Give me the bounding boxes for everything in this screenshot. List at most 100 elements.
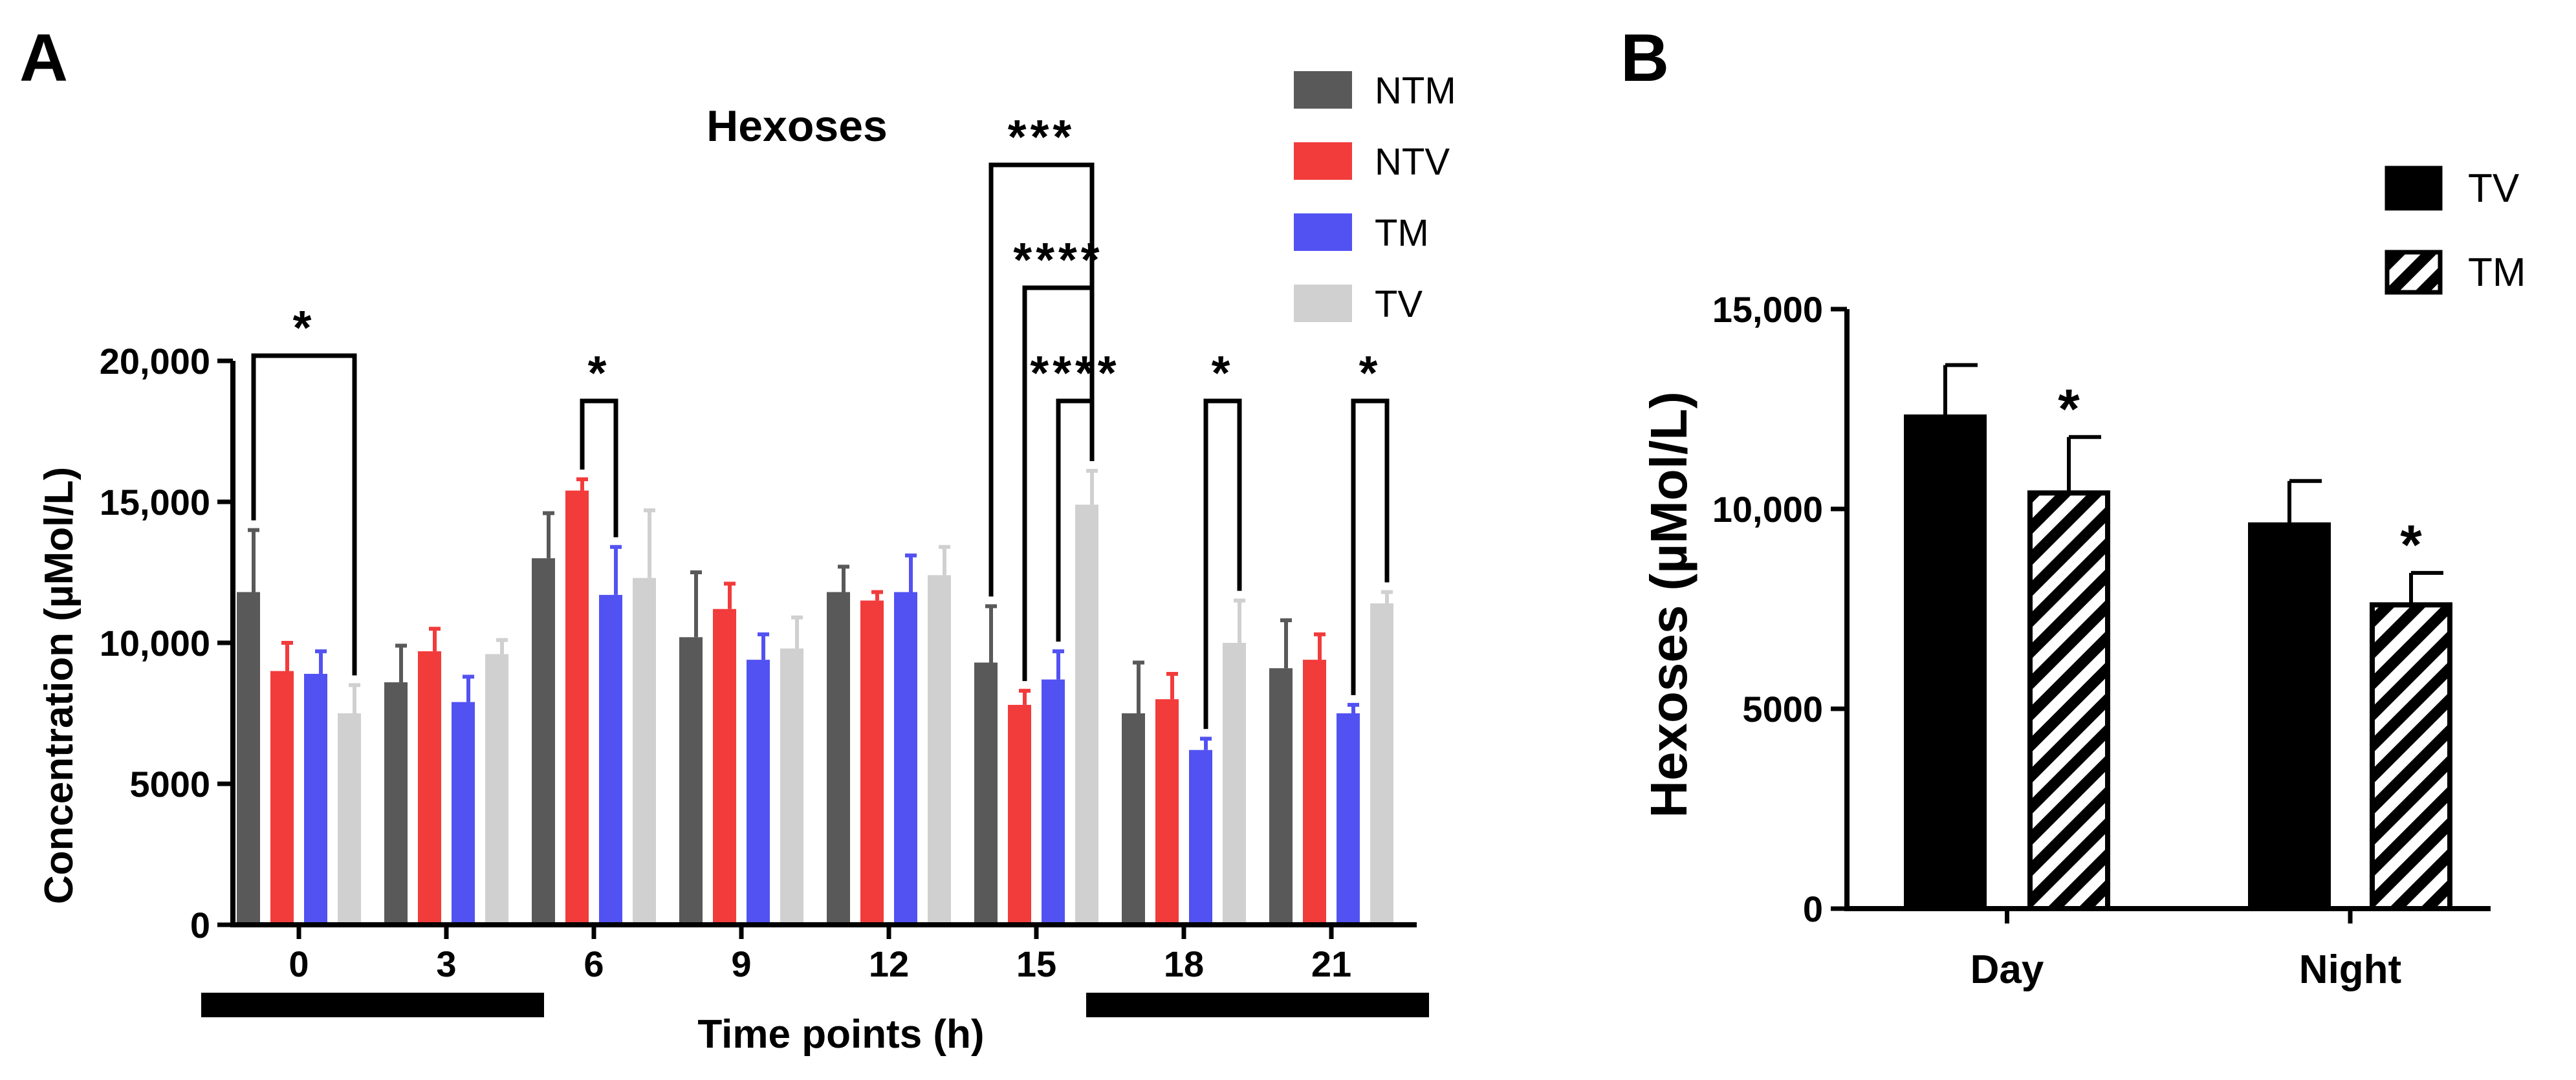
panel-label-a: A (19, 21, 68, 96)
x-axis-ticks-b: Day Night (1970, 909, 2401, 992)
bar-tv (928, 575, 951, 925)
y-tick-label: 0 (1803, 889, 1823, 929)
significance-star: * (2400, 514, 2422, 576)
chart-title: Hexoses (706, 102, 888, 151)
significance-stars: **** (1013, 233, 1103, 286)
legend-label: TM (2468, 250, 2526, 295)
legend-swatch-ntm (1294, 71, 1352, 109)
legend-swatch-tv (2385, 166, 2443, 211)
y-axis-ticks-b: 0 5000 10,000 15,000 (1712, 289, 1847, 929)
bar-ntv (565, 490, 589, 925)
bar-ntm (974, 662, 998, 925)
legend-label: NTV (1375, 141, 1450, 183)
bar-tv (2248, 522, 2331, 911)
bar-tv (1370, 603, 1393, 925)
y-tick-label: 0 (190, 905, 210, 945)
panel-a: A Hexoses Concentration (µMol/L) Time po… (19, 21, 1456, 1057)
x-tick-label: 18 (1164, 944, 1204, 984)
bar-ntm (1269, 668, 1293, 925)
x-tick-label: 6 (584, 944, 604, 984)
significance-marks-b: ** (2058, 378, 2422, 576)
significance-stars: * (1359, 346, 1382, 400)
y-tick-label: 5000 (1742, 689, 1823, 729)
legend-label: TV (1375, 283, 1423, 325)
bar-ntm (679, 637, 703, 925)
bar-ntm (384, 682, 408, 925)
x-tick-label: 15 (1016, 944, 1056, 984)
bar-ntv (1303, 660, 1326, 925)
legend-swatch-tm (1294, 213, 1352, 251)
y-tick-label: 15,000 (100, 482, 210, 523)
bar-tv (780, 648, 803, 925)
panel-label-b: B (1621, 21, 1669, 96)
y-tick-label: 10,000 (1712, 489, 1823, 530)
bar-tm (2027, 490, 2110, 911)
significance-stars: * (293, 301, 316, 354)
bars-b (1904, 414, 2452, 911)
bar-tm (452, 702, 475, 925)
significance-annotations: ************* * * (251, 110, 1390, 729)
x-tick-label: 9 (731, 944, 751, 984)
bars (237, 490, 1393, 925)
legend-swatch-tv (1294, 285, 1352, 322)
significance-stars: **** (1030, 346, 1120, 400)
bar-tm (304, 673, 327, 925)
y-tick-label: 10,000 (100, 623, 210, 664)
bar-tm (599, 594, 622, 925)
bar-tm (747, 660, 770, 925)
bar-tm (2370, 602, 2452, 911)
x-tick-label: 0 (289, 944, 309, 984)
bar-ntv (270, 671, 294, 925)
bar-ntv (860, 600, 884, 925)
bar-tv (1904, 414, 1987, 911)
legend-label: TV (2468, 166, 2520, 211)
error-bars (248, 469, 1393, 750)
dark-period-bars (201, 993, 1429, 1017)
significance-bracket (580, 398, 618, 537)
significance-star: * (2058, 378, 2080, 440)
significance-bracket (1351, 398, 1390, 695)
bar-tv (338, 713, 361, 925)
x-axis-ticks: 0 3 6 9 12 15 18 21 (289, 925, 1351, 984)
legend: NTM NTV TM TV (1294, 70, 1456, 325)
bar-tm (894, 592, 917, 925)
legend-swatch-ntv (1294, 142, 1352, 180)
significance-bracket (251, 353, 357, 676)
x-tick-label: Night (2299, 947, 2401, 992)
y-tick-label: 20,000 (100, 341, 210, 382)
significance-bracket (1056, 398, 1095, 642)
bar-tm (1189, 750, 1212, 925)
bar-tm (1337, 713, 1360, 925)
x-tick-label: 12 (869, 944, 909, 984)
bar-tv (1075, 504, 1098, 925)
bar-ntm (1122, 713, 1145, 925)
x-tick-label: 21 (1311, 944, 1351, 984)
bar-tv (1223, 643, 1246, 925)
y-axis-label-b: Hexoses (µMol/L) (1640, 391, 1697, 818)
legend-label: NTM (1375, 70, 1456, 112)
significance-stars: *** (1008, 110, 1075, 164)
y-axis-ticks: 0 5000 10,000 15,000 20,000 (100, 341, 233, 945)
dark-period-bar (201, 993, 544, 1017)
bar-tv (633, 578, 656, 925)
bar-ntv (1155, 699, 1179, 925)
bar-ntv (418, 651, 441, 925)
y-axis-label: Concentration (µMol/L) (37, 467, 82, 904)
significance-bracket (1022, 285, 1095, 682)
bar-ntm (532, 558, 555, 925)
bar-ntm (827, 592, 850, 925)
bar-tv (485, 654, 508, 925)
x-axis-label: Time points (h) (697, 1012, 984, 1057)
legend-swatch-tm (2385, 250, 2443, 295)
significance-stars: * (1212, 346, 1234, 400)
x-tick-label: Day (1970, 947, 2044, 992)
significance-bracket (1203, 398, 1242, 729)
dark-period-bar (1086, 993, 1429, 1017)
panel-b: B Hexoses (µMol/L) 0 5000 10,000 15,000 Day… (1621, 21, 2526, 992)
x-tick-label: 3 (436, 944, 456, 984)
bar-ntm (237, 592, 260, 925)
legend-label: TM (1375, 212, 1429, 254)
bar-tm (1042, 679, 1065, 925)
bar-ntv (1008, 704, 1031, 925)
